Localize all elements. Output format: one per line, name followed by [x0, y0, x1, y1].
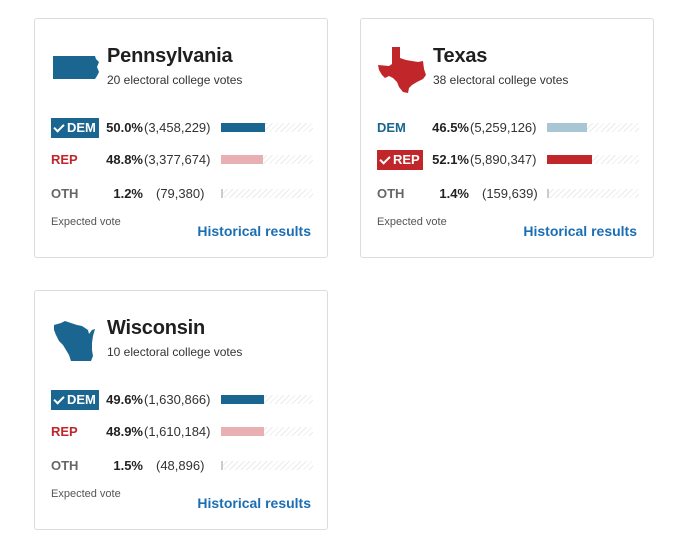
- check-icon: [53, 121, 65, 133]
- vote-count: (79,380): [156, 186, 205, 201]
- candidate-row-oth: OTH 1.5% (48,896): [51, 455, 321, 477]
- candidate-row-oth: OTH 1.4% (159,639): [377, 183, 647, 205]
- party-label: DEM: [67, 120, 96, 135]
- party-label: REP: [393, 152, 420, 167]
- wisconsin-map-icon: [54, 321, 95, 361]
- vote-percent: 48.8%: [106, 152, 143, 167]
- party-badge-rep: REP: [377, 150, 423, 170]
- vote-percent: 48.9%: [106, 424, 143, 439]
- party-badge-dem: DEM: [51, 390, 99, 410]
- texas-map-icon: [378, 47, 426, 93]
- vote-count: (3,458,229): [144, 120, 211, 135]
- party-label-oth: OTH: [51, 458, 79, 473]
- vote-bar-track: [221, 427, 313, 436]
- vote-percent: 50.0%: [106, 120, 143, 135]
- electoral-votes: 20 electoral college votes: [107, 73, 243, 87]
- party-label-rep: REP: [51, 424, 78, 439]
- vote-count: (159,639): [482, 186, 538, 201]
- vote-bar-fill: [221, 395, 264, 404]
- vote-bar-track: [221, 461, 313, 470]
- check-icon: [53, 393, 65, 405]
- party-label: DEM: [67, 392, 96, 407]
- vote-bar-track: [221, 189, 313, 198]
- vote-bar-track: [547, 155, 639, 164]
- card-header: Pennsylvania 20 electoral college votes: [51, 45, 321, 93]
- check-icon: [379, 153, 391, 165]
- vote-percent: 1.2%: [113, 186, 143, 201]
- vote-count: (1,610,184): [144, 424, 211, 439]
- historical-results-link[interactable]: Historical results: [523, 223, 637, 239]
- vote-bar-fill: [221, 155, 263, 164]
- vote-bar-track: [221, 395, 313, 404]
- vote-bar-fill: [547, 155, 592, 164]
- vote-count: (1,630,866): [144, 392, 211, 407]
- vote-bar-track: [547, 123, 639, 132]
- vote-bar-fill: [221, 427, 264, 436]
- candidate-row-rep: REP 48.8% (3,377,674): [51, 149, 321, 171]
- historical-results-link[interactable]: Historical results: [197, 223, 311, 239]
- vote-bar-track: [547, 189, 639, 198]
- party-label-oth: OTH: [377, 186, 405, 201]
- expected-vote-label: Expected vote: [51, 488, 121, 500]
- vote-bar-fill: [221, 189, 223, 198]
- candidate-row-dem: DEM 49.6% (1,630,866): [51, 389, 321, 411]
- historical-results-link[interactable]: Historical results: [197, 495, 311, 511]
- vote-count: (5,890,347): [470, 152, 537, 167]
- vote-bar-fill: [547, 123, 587, 132]
- state-card-pennsylvania: Pennsylvania 20 electoral college votes …: [34, 18, 328, 258]
- vote-percent: 1.5%: [113, 458, 143, 473]
- candidate-row-dem: DEM 50.0% (3,458,229): [51, 117, 321, 139]
- vote-count: (3,377,674): [144, 152, 211, 167]
- candidate-row-rep: REP 48.9% (1,610,184): [51, 421, 321, 443]
- candidate-row-rep: REP 52.1% (5,890,347): [377, 149, 647, 171]
- vote-bar-fill: [547, 189, 549, 198]
- party-label-oth: OTH: [51, 186, 79, 201]
- expected-vote-label: Expected vote: [377, 216, 447, 228]
- pennsylvania-map-icon: [53, 56, 99, 79]
- candidate-row-oth: OTH 1.2% (79,380): [51, 183, 321, 205]
- expected-vote-label: Expected vote: [51, 216, 121, 228]
- party-label-dem: DEM: [377, 120, 406, 135]
- vote-percent: 1.4%: [439, 186, 469, 201]
- vote-bar-fill: [221, 123, 265, 132]
- party-badge-dem: DEM: [51, 118, 99, 138]
- state-card-texas: Texas 38 electoral college votes DEM 46.…: [360, 18, 654, 258]
- state-name: Wisconsin: [107, 317, 206, 339]
- electoral-votes: 38 electoral college votes: [433, 73, 569, 87]
- card-header: Wisconsin 10 electoral college votes: [51, 317, 321, 365]
- vote-percent: 46.5%: [432, 120, 469, 135]
- vote-count: (48,896): [156, 458, 205, 473]
- vote-bar-fill: [221, 461, 223, 470]
- state-name: Pennsylvania: [107, 45, 233, 67]
- state-card-wisconsin: Wisconsin 10 electoral college votes DEM…: [34, 290, 328, 530]
- vote-bar-track: [221, 155, 313, 164]
- card-header: Texas 38 electoral college votes: [377, 45, 647, 93]
- state-name: Texas: [433, 45, 488, 67]
- vote-percent: 52.1%: [432, 152, 469, 167]
- electoral-votes: 10 electoral college votes: [107, 345, 243, 359]
- candidate-row-dem: DEM 46.5% (5,259,126): [377, 117, 647, 139]
- vote-bar-track: [221, 123, 313, 132]
- party-label-rep: REP: [51, 152, 78, 167]
- vote-count: (5,259,126): [470, 120, 537, 135]
- vote-percent: 49.6%: [106, 392, 143, 407]
